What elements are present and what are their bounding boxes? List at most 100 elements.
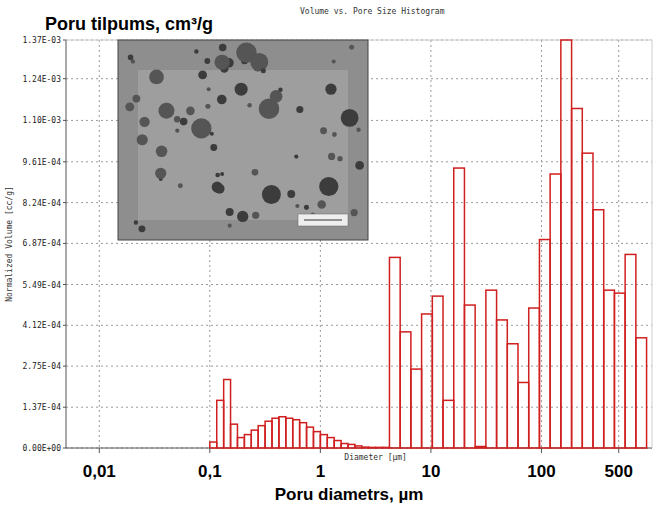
bar: [443, 400, 454, 448]
micrograph-pore: [128, 55, 134, 61]
micrograph-pore: [278, 88, 282, 92]
tick-label: 1.37E-03: [22, 36, 61, 45]
bar: [313, 432, 320, 448]
micrograph-pore: [207, 87, 211, 91]
bar: [561, 40, 572, 448]
micrograph-pore: [349, 45, 354, 50]
micrograph-pore: [215, 173, 220, 178]
plot-frame: [652, 40, 653, 448]
bar: [265, 421, 272, 448]
tick-mark: [63, 243, 66, 244]
bar: [334, 441, 341, 448]
bar: [464, 305, 475, 448]
micrograph-pore: [217, 95, 227, 105]
micrograph-pore: [156, 146, 168, 158]
micrograph-pore: [212, 182, 223, 193]
micrograph-pore: [149, 70, 164, 85]
bar: [210, 442, 217, 448]
bar: [507, 344, 518, 448]
bar: [550, 174, 561, 448]
bar: [251, 430, 258, 448]
bar: [355, 446, 362, 448]
micrograph-pore: [295, 204, 299, 208]
tick-mark: [63, 161, 66, 162]
micrograph-pore: [178, 183, 183, 188]
tick-label: 2.75E-04: [22, 362, 61, 371]
micrograph-pore: [259, 98, 280, 119]
micrograph-pore: [250, 53, 268, 71]
tick-label: 0,1: [198, 462, 222, 481]
micrograph-frame: [118, 40, 368, 240]
bar: [217, 400, 224, 448]
bar: [604, 290, 615, 448]
bars: [210, 40, 647, 448]
bar: [362, 446, 369, 448]
tick-mark: [63, 120, 66, 121]
tick-mark: [63, 78, 66, 79]
bar: [320, 435, 327, 448]
tick-label: 100: [527, 462, 555, 481]
bar: [307, 427, 314, 448]
micrograph-pore: [332, 132, 337, 137]
micrograph-pore: [139, 117, 149, 127]
micrograph-pore: [252, 212, 259, 219]
scale-bar-line: [304, 220, 342, 221]
tick-label: 0,01: [83, 462, 116, 481]
tick-mark: [63, 325, 66, 326]
bar: [432, 296, 443, 448]
micrograph-pore: [220, 172, 224, 176]
bar: [454, 168, 465, 448]
micrograph-pore: [174, 116, 180, 122]
bar: [327, 438, 334, 448]
bar: [293, 420, 300, 448]
bar: [244, 435, 251, 448]
micrograph-pore: [304, 205, 309, 210]
micrograph-light: [138, 70, 348, 220]
micrograph-pore: [287, 190, 295, 198]
micrograph-pore: [355, 161, 364, 170]
bar: [529, 308, 540, 448]
bar: [625, 254, 636, 448]
micrograph-pore: [294, 154, 298, 158]
y-label: Poru tilpums, cm³/g: [45, 14, 213, 34]
micrograph: [118, 40, 368, 240]
tick-mark: [63, 202, 66, 203]
micrograph-pore: [341, 109, 359, 127]
bar: [286, 418, 293, 448]
micrograph-pore: [237, 211, 248, 222]
micrograph-pore: [175, 129, 179, 133]
bar: [422, 314, 433, 448]
tick-mark: [541, 448, 542, 453]
micrograph-pore: [319, 177, 338, 196]
micrograph-pore: [356, 128, 360, 132]
micrograph-pore: [180, 118, 188, 126]
axis-title: Diameter [µm]: [344, 453, 407, 462]
micrograph-pore: [262, 185, 281, 204]
micrograph-pore: [204, 58, 210, 64]
micrograph-pore: [337, 156, 342, 161]
bar: [636, 338, 647, 448]
tick-label: 9.61E-04: [22, 158, 61, 167]
micrograph-pore: [186, 107, 195, 116]
tick-label: 5.49E-04: [22, 281, 61, 290]
tick-mark: [430, 448, 431, 453]
bar: [369, 447, 376, 449]
bar: [582, 153, 593, 448]
micrograph-pore: [210, 132, 214, 136]
bar: [400, 332, 411, 448]
bar: [383, 447, 390, 449]
tick-label: 4.12E-04: [22, 321, 61, 330]
tick-mark: [99, 448, 100, 453]
micrograph-pore: [155, 168, 166, 179]
bar: [486, 290, 497, 448]
micrograph-pore: [328, 153, 335, 160]
bar: [497, 320, 508, 448]
tick-label: 1.37E-04: [22, 403, 61, 412]
grid-line: [99, 40, 100, 448]
tick-label: 6.87E-04: [22, 239, 61, 248]
bar: [279, 417, 286, 448]
micrograph-pore: [317, 200, 326, 209]
bar: [614, 293, 625, 448]
title: Volume vs. Pore Size Histogram: [300, 7, 445, 16]
micrograph-pore: [228, 224, 232, 228]
